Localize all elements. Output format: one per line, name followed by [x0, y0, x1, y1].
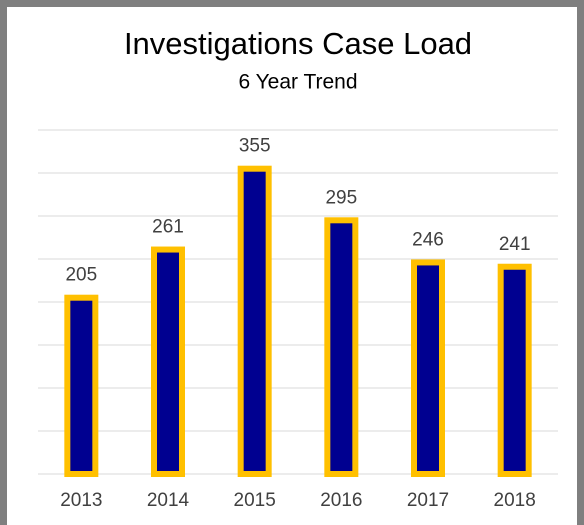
bar: [324, 217, 359, 477]
data-label: 241: [499, 234, 531, 255]
chart-title: Investigations Case Load: [124, 26, 472, 61]
chart-subtitle: 6 Year Trend: [238, 71, 357, 94]
bar: [411, 259, 445, 477]
data-label: 355: [239, 136, 271, 157]
x-tick-label: 2018: [494, 490, 536, 511]
data-label: 246: [412, 229, 444, 250]
data-label: 205: [65, 265, 97, 286]
data-label: 261: [152, 217, 184, 238]
x-tick-label: 2017: [407, 490, 449, 511]
bar: [151, 246, 185, 477]
x-tick-label: 2014: [147, 490, 190, 511]
x-tick-label: 2015: [234, 490, 276, 511]
bar: [497, 263, 532, 477]
bar: [237, 165, 272, 477]
data-label: 295: [325, 187, 357, 208]
x-tick-label: 2013: [60, 490, 102, 511]
bar: [64, 294, 99, 478]
x-tick-label: 2016: [320, 490, 362, 511]
